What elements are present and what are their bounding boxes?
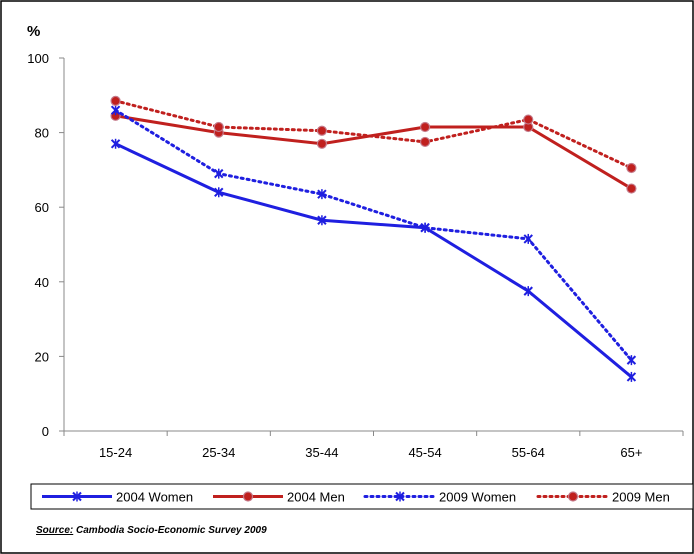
data-point-2009-women [626,355,637,366]
x-tick-labels: 15-24 25-34 35-44 45-54 55-64 65+ [63,431,684,460]
series-layer [110,95,637,382]
series-line-2004-men [115,114,633,190]
y-tick-label: 80 [35,126,49,141]
x-tick-label: 15-24 [99,445,132,460]
series-2009-men [110,95,637,174]
x-tick-label: 25-34 [202,445,235,460]
x-tick-label: 45-54 [408,445,441,460]
source-label: Source: [36,525,73,536]
data-point-2009-men [110,95,121,106]
series-line-2009-men [114,99,633,170]
legend-marker-2004-men [242,491,254,502]
legend-label-2009-men: 2009 Men [612,490,670,505]
x-tick-label: 35-44 [305,445,338,460]
y-axis-label: % [27,23,40,40]
legend-marker-2009-women [395,491,405,502]
legend-label-2009-women: 2009 Women [439,490,516,505]
y-tick-label: 40 [35,275,49,290]
data-point-2009-men [626,162,637,174]
data-point-2004-women [110,138,121,149]
y-tick-label: 0 [42,424,49,439]
series-2004-men [110,110,637,194]
y-tick-label: 60 [35,200,49,215]
data-point-2009-women [420,222,430,233]
series-2009-women [110,105,637,366]
data-point-2009-men [213,121,224,133]
series-line-2009-women [114,108,633,362]
legend-marker-2004-women [72,491,82,502]
legend: 2004 Women 2004 Men 2009 Women 2009 Men [30,483,694,510]
legend-marker-2009-men [567,491,579,502]
data-point-2004-men [626,183,637,194]
data-point-2009-women [110,105,121,116]
source-note: Source: Cambodia Socio-Economic Survey 2… [36,525,267,536]
source-text: Cambodia Socio-Economic Survey 2009 [73,525,267,536]
data-point-2004-men [419,121,431,133]
legend-item-2004-women: 2004 Women [42,490,193,505]
y-tick-label: 100 [27,51,49,66]
data-point-2009-women [523,233,533,244]
series-line-2004-women [114,142,633,379]
legend-item-2004-men: 2004 Men [213,490,345,505]
legend-item-2009-men: 2009 Men [536,490,670,505]
data-point-2004-women [214,187,224,198]
data-point-2009-men [523,114,534,125]
data-point-2004-women [523,286,533,297]
legend-label-2004-women: 2004 Women [116,490,193,505]
legend-label-2004-men: 2004 Men [287,490,345,505]
data-point-2004-women [317,215,327,226]
legend-item-2009-women: 2009 Women [363,490,516,505]
y-tick-labels: 0 20 40 60 80 100 [27,51,64,439]
x-tick-label: 65+ [620,445,642,460]
data-point-2004-women [626,371,637,382]
data-point-2009-women [317,189,327,200]
data-point-2009-men [419,136,431,148]
y-tick-label: 20 [35,349,49,364]
data-point-2004-men [316,138,328,149]
data-point-2009-men [316,125,328,136]
x-tick-label: 55-64 [512,445,545,460]
data-point-2009-women [214,168,224,179]
